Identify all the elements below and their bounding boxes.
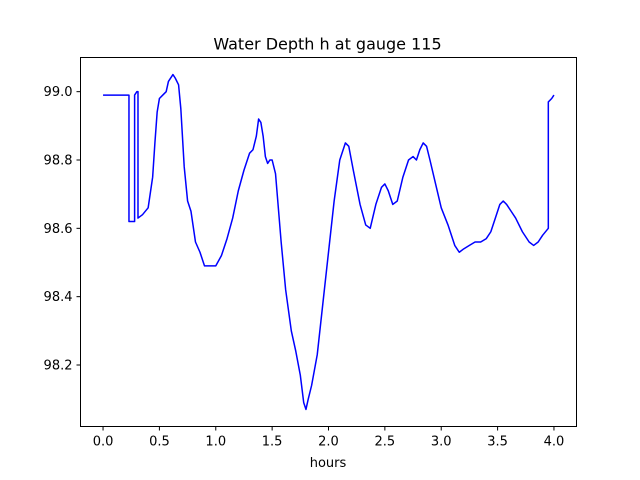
plot-frame <box>80 57 577 427</box>
x-axis: 0.0 0.5 1.0 1.5 2.0 2.5 3.0 3.5 4.0 <box>93 426 565 450</box>
x-tick-label: 0.0 <box>93 435 114 450</box>
y-axis: 98.2 98.4 98.6 98.8 99.0 <box>44 85 81 374</box>
x-axis-label: hours <box>310 456 347 471</box>
y-tick-label: 99.0 <box>44 85 73 100</box>
plot-area <box>103 73 555 411</box>
y-tick-label: 98.8 <box>44 154 73 169</box>
y-tick-label: 98.4 <box>44 290 73 305</box>
chart-title: Water Depth h at gauge 115 <box>213 35 441 54</box>
x-tick-label: 2.5 <box>375 435 396 450</box>
x-tick-label: 3.0 <box>431 435 452 450</box>
y-tick-label: 98.6 <box>44 222 73 237</box>
x-tick-label: 1.0 <box>205 435 226 450</box>
x-tick-label: 3.5 <box>487 435 508 450</box>
x-tick-label: 2.0 <box>318 435 339 450</box>
series-line-0 <box>103 73 555 411</box>
x-tick-label: 4.0 <box>544 435 565 450</box>
x-tick-label: 0.5 <box>149 435 170 450</box>
x-tick-label: 1.5 <box>262 435 283 450</box>
y-tick-label: 98.2 <box>44 359 73 374</box>
